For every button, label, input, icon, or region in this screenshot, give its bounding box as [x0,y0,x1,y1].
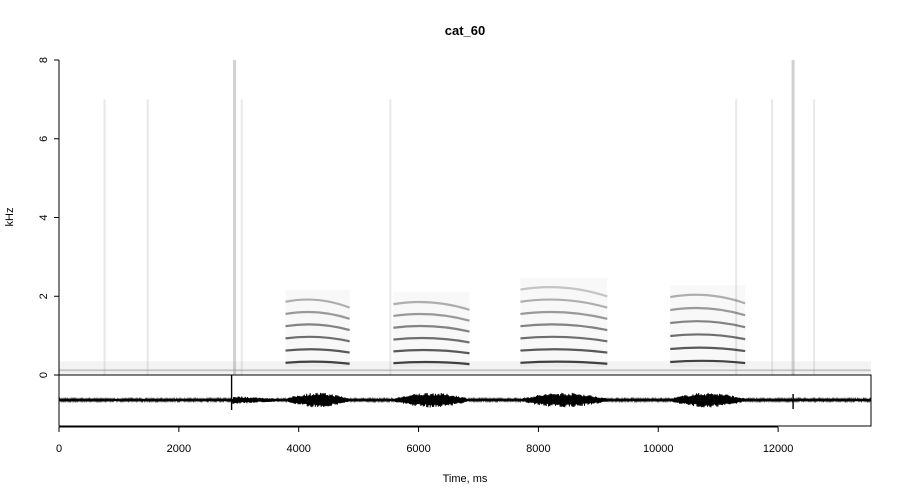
harmonic-line [670,359,746,365]
x-tick-label: 4000 [286,443,310,455]
harmonic-line [285,298,351,309]
harmonic-line [520,360,608,365]
harmonic-line [520,310,608,320]
harmonic-line [393,348,470,355]
harmonic-line [285,323,350,332]
harmonic-line [670,333,746,341]
x-tick-label: 2000 [167,443,191,455]
y-axis-label: kHz [4,208,16,227]
harmonic-line [520,286,608,298]
chart-title: cat_60 [445,23,485,38]
harmonic-line [285,348,350,354]
harmonic-call [393,292,470,368]
y-tick-label: 2 [38,293,50,299]
y-tick-label: 6 [38,136,50,142]
harmonic-line [393,300,470,311]
y-axis-ticks: 0 2 4 6 8 [38,57,59,378]
x-tick-label: 8000 [526,443,550,455]
harmonic-line [520,323,608,332]
call-energy [670,285,746,368]
x-tick-label: 0 [56,443,62,455]
harmonic-line [393,324,470,333]
waveform-panel [58,375,872,410]
harmonic-line [520,298,608,309]
harmonic-line [670,293,746,305]
x-axis-ticks: 0 2000 4000 6000 8000 10000 12000 [56,427,793,455]
harmonic-line [285,310,350,320]
harmonic-line [285,360,350,365]
waveform-trace [58,392,872,408]
y-tick-label: 0 [38,372,50,378]
harmonic-line [285,335,350,343]
call-energy [520,277,608,368]
noise-band [59,361,871,375]
harmonic-call [670,285,746,368]
y-tick-label: 8 [38,57,50,63]
harmonic-line [670,306,746,317]
x-tick-label: 12000 [763,443,794,455]
harmonic-call [285,289,351,368]
call-energy [393,292,470,368]
harmonic-call [520,277,608,368]
spectrogram-panel [59,60,871,375]
y-tick-label: 4 [38,214,50,220]
x-tick-label: 10000 [643,443,674,455]
harmonic-line [393,336,470,344]
x-tick-label: 6000 [406,443,430,455]
harmonic-line [520,348,608,354]
waveform-frame [58,374,872,427]
harmonic-line [393,360,470,366]
harmonic-line [670,320,746,329]
harmonic-line [670,346,746,353]
call-energy [285,289,350,368]
harmonic-line [393,312,470,322]
harmonic-line [520,335,608,343]
x-axis-label: Time, ms [443,473,488,485]
